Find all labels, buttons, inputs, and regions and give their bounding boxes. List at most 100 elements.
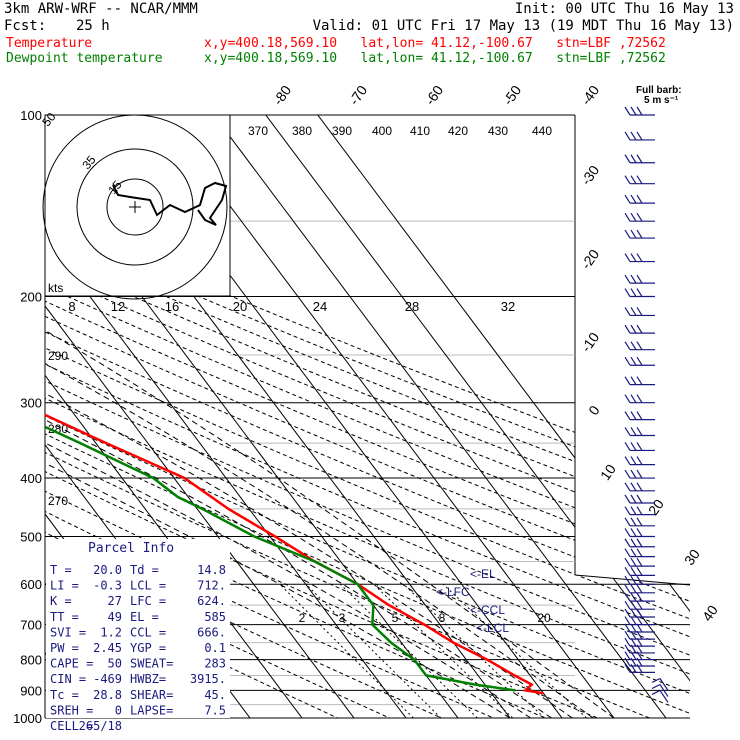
dry-adiabat	[45, 115, 682, 718]
isotherm-label: -30	[578, 162, 603, 188]
pressure-tick-label: 100	[20, 108, 42, 123]
parcel-info-key: Tc =	[50, 688, 79, 702]
dry-adiabat	[45, 115, 690, 718]
theta-label: 440	[532, 124, 552, 138]
parcel-info-value: -469	[93, 672, 122, 686]
wind-barb-flag	[636, 376, 643, 385]
wind-barb-flag	[636, 341, 643, 350]
pressure-tick-label: 400	[20, 471, 42, 486]
temperature-point-info: x,y=400.18,569.10 lat,lon= 41.12,-100.67…	[204, 36, 666, 51]
wind-barb-flag	[636, 664, 643, 673]
hodograph-ring-label: 8	[68, 299, 75, 314]
dry-adiabat	[45, 115, 630, 718]
parcel-info-value: 666.	[197, 625, 226, 639]
wind-barb-flag	[624, 637, 631, 647]
wind-barb-flag	[636, 517, 643, 527]
moist-adiabat	[45, 296, 594, 718]
wind-barb-flag	[630, 494, 637, 504]
wind-barb-flag	[624, 664, 631, 673]
dry-adiabat	[45, 115, 690, 718]
wind-barb-flag	[630, 608, 637, 618]
parcel-level-label: <-CCL	[470, 603, 505, 617]
wind-barb	[659, 690, 669, 703]
wind-barb-flag	[630, 482, 637, 492]
mixing-ratio-line	[442, 583, 587, 718]
parcel-info-key: EL =	[130, 610, 159, 624]
wind-barb-flag	[624, 427, 631, 436]
mixing-ratio-line	[403, 583, 545, 718]
dewpoint-profile	[45, 115, 516, 692]
wind-barb-flag	[624, 307, 631, 316]
parcel-info-value: 28.8	[93, 688, 122, 702]
wind-barb-flag	[624, 548, 631, 557]
wind-barb-flag	[651, 677, 661, 684]
isotherm-line	[45, 115, 364, 718]
wind-barb-flag	[636, 548, 643, 557]
wind-barb-flag	[636, 394, 643, 404]
theta-left-label: 290	[48, 349, 68, 363]
wind-barb-flag	[624, 341, 631, 350]
parcel-info-key: YGP =	[130, 641, 166, 655]
dry-adiabat	[45, 115, 472, 718]
wind-barb-flag	[636, 657, 643, 667]
wind-barb-flag	[624, 608, 631, 618]
wind-barb-flag	[630, 288, 637, 297]
wind-barb-flag	[624, 528, 631, 537]
wind-barb-flag	[630, 557, 637, 567]
valid-time: Valid: 01 UTC Fri 17 May 13 (19 MDT Thu …	[312, 18, 734, 34]
wind-barb-flag	[630, 548, 637, 557]
wind-barb-flag	[624, 154, 631, 164]
parcel-info-value: 49	[108, 610, 122, 624]
wind-barb-flag	[630, 324, 637, 334]
theta-label: 410	[410, 124, 430, 138]
wind-barb-flag	[630, 506, 637, 515]
theta-label: 390	[332, 124, 352, 138]
parcel-info-key: LCL =	[130, 579, 166, 593]
theta-label: 370	[248, 124, 268, 138]
parcel-info-box	[46, 539, 230, 718]
mixing-ratio-line	[340, 583, 478, 718]
wind-barb-flag	[630, 131, 637, 141]
wind-barb-flag	[651, 689, 661, 695]
wind-barb-flag	[624, 557, 631, 567]
pressure-tick-label: 200	[20, 290, 42, 305]
parcel-info-key: SREH =	[50, 703, 93, 717]
wind-barb-flag	[630, 175, 637, 185]
wind-barb-flag	[636, 194, 643, 204]
temperature-profile	[45, 115, 544, 695]
wind-barb-flag	[624, 253, 631, 262]
wind-barb-flag	[636, 106, 643, 116]
parcel-info-value: 20.0	[93, 563, 122, 577]
theta-label: 430	[488, 124, 508, 138]
mixing-ratio-label: 20	[537, 611, 551, 625]
mixing-ratio-line	[305, 583, 442, 718]
wind-barb-flag	[624, 600, 631, 610]
wind-barb-flag	[624, 482, 631, 492]
wind-barb-flag	[636, 427, 643, 436]
wind-barb-flag	[624, 538, 631, 548]
wind-barb-flag	[630, 356, 637, 366]
wind-barb-flag	[624, 288, 631, 297]
dry-adiabat	[45, 115, 690, 718]
wind-barb-flag	[630, 442, 637, 451]
theta-left-label: 270	[48, 494, 68, 508]
parcel-info-value: 283	[204, 657, 226, 671]
wind-barb-flag	[636, 154, 643, 164]
wind-barb-flag	[630, 411, 637, 420]
wind-barb-flag	[630, 517, 637, 527]
wind-barb-flag	[630, 567, 637, 576]
model-title: 3km ARW-WRF -- NCAR/MMM	[4, 1, 198, 17]
hodograph-ring	[42, 114, 228, 300]
wind-barb-flag	[636, 506, 643, 515]
wind-barb-flag	[651, 683, 661, 690]
wind-barb-flag	[630, 630, 637, 640]
wind-barb-flag	[636, 456, 643, 465]
wind-barb-flag	[636, 307, 643, 316]
wind-barb-flag	[636, 600, 643, 610]
wind-barb-flag	[636, 575, 643, 585]
wind-barb-flag	[624, 623, 631, 633]
wind-barb-flag	[636, 538, 643, 548]
wind-barb-flag	[636, 324, 643, 334]
parcel-info-value: 0.1	[204, 641, 226, 655]
hodograph-ring	[106, 178, 164, 236]
